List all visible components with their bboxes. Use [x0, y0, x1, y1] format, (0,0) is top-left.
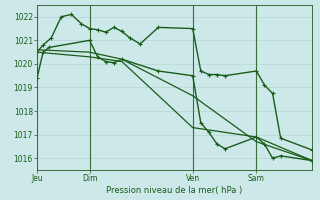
X-axis label: Pression niveau de la mer( hPa ): Pression niveau de la mer( hPa )	[106, 186, 243, 195]
